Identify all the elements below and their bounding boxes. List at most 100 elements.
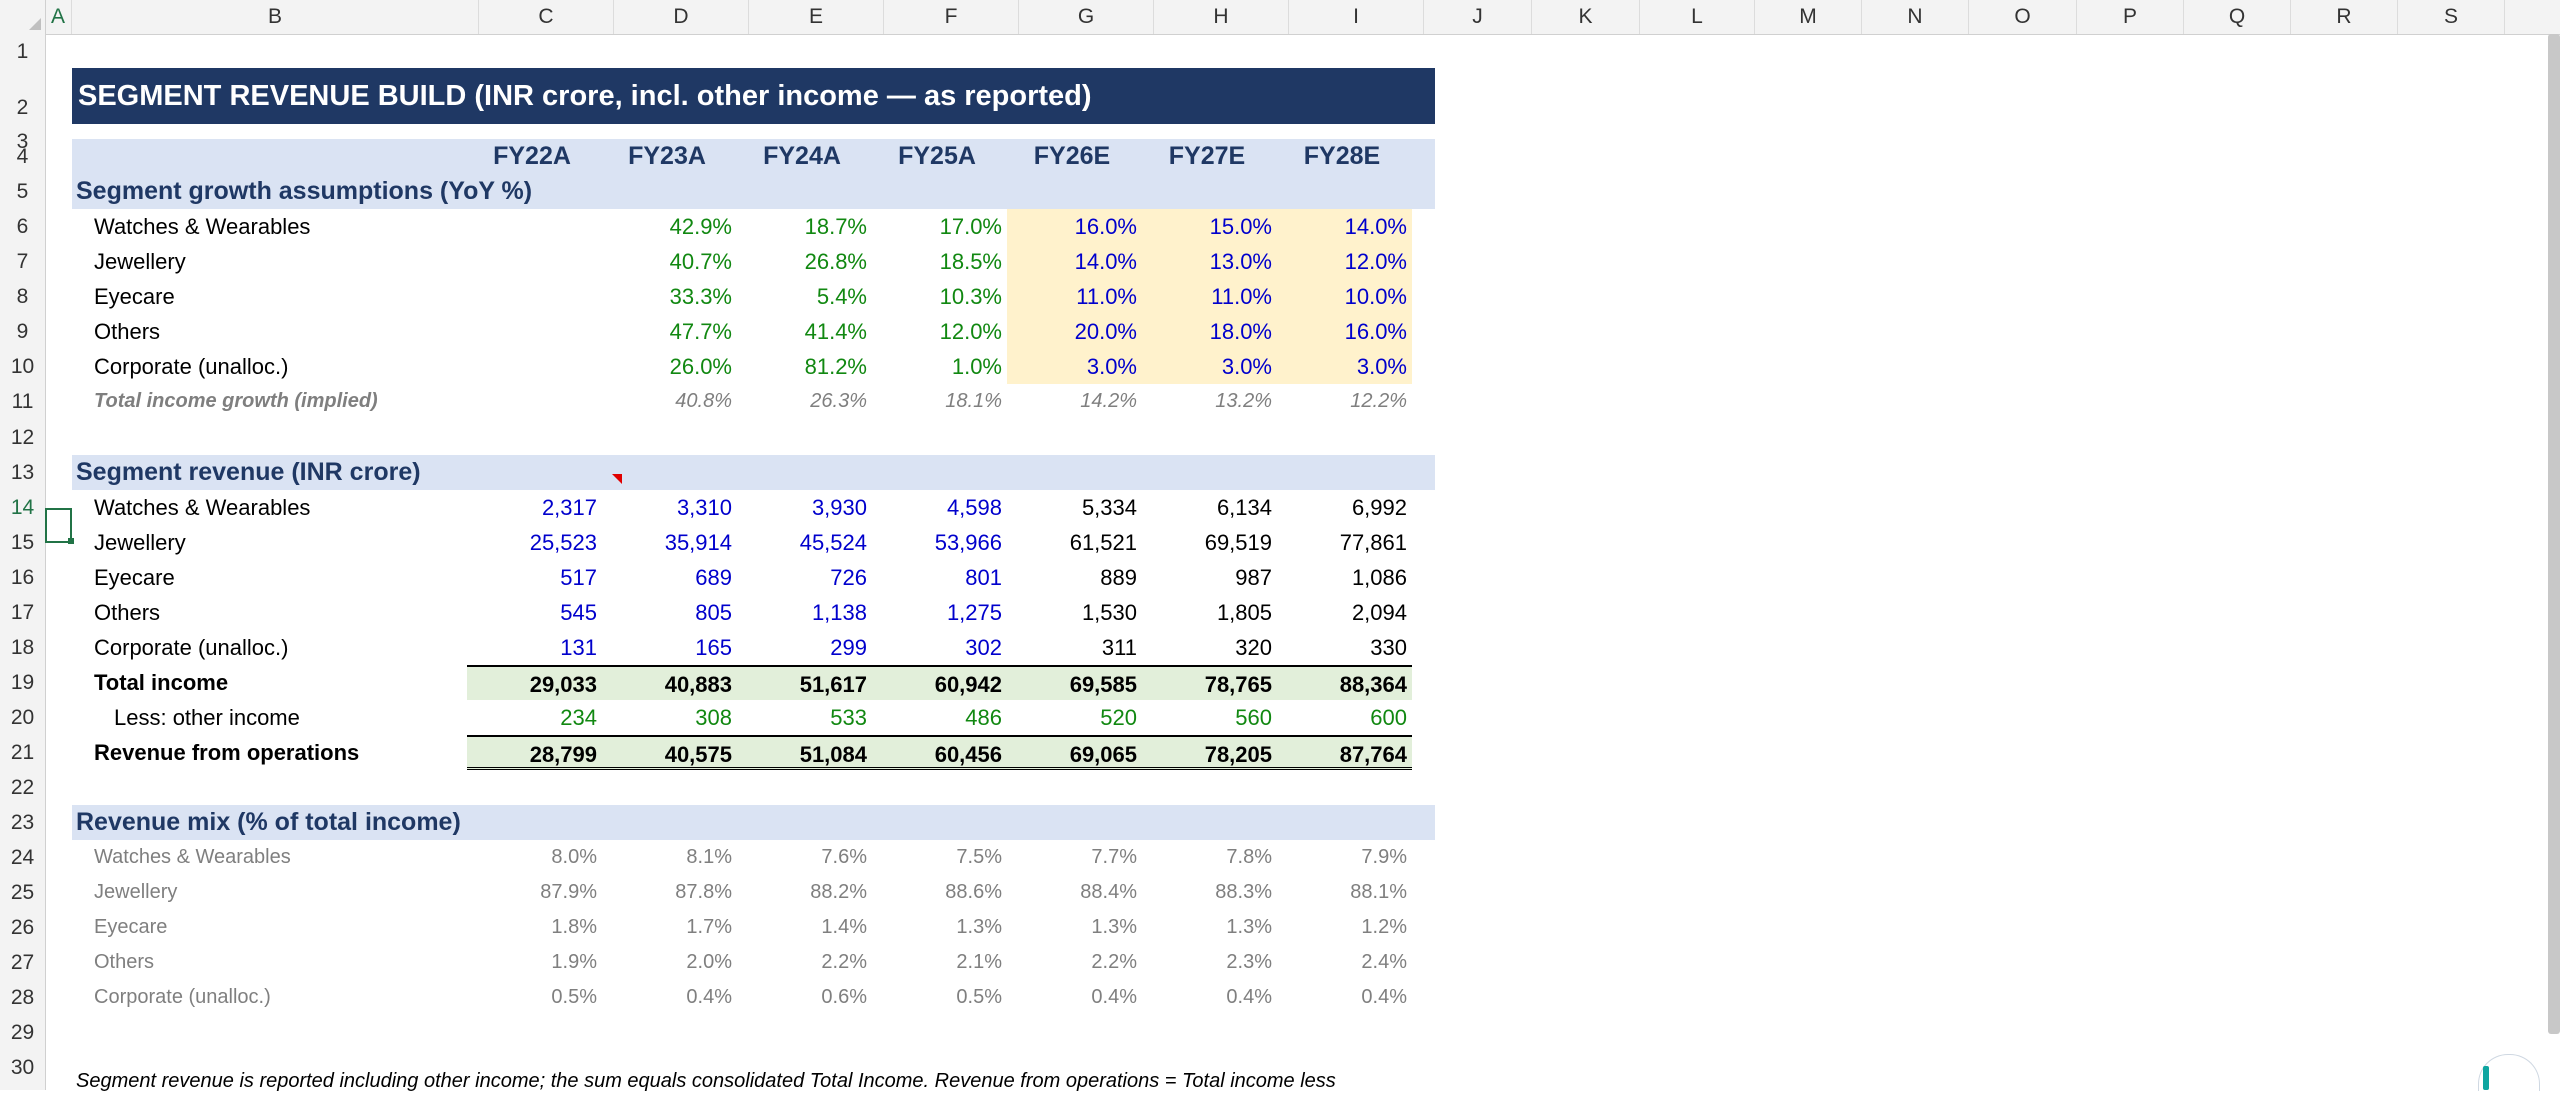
- column-header[interactable]: N: [1862, 0, 1969, 34]
- data-cell[interactable]: 560: [1235, 705, 1272, 730]
- data-cell[interactable]: 8.1%: [686, 846, 732, 868]
- data-cell[interactable]: 0.4%: [686, 986, 732, 1008]
- row-header[interactable]: 20: [10, 706, 35, 729]
- row-label[interactable]: Corporate (unalloc.): [94, 986, 271, 1008]
- data-cell[interactable]: 5.4%: [816, 284, 867, 309]
- data-cell[interactable]: 3,310: [676, 495, 732, 520]
- data-cell[interactable]: 69,065: [1007, 735, 1142, 770]
- row-label[interactable]: Watches & Wearables: [94, 495, 311, 520]
- data-cell[interactable]: 14.0%: [1277, 209, 1412, 244]
- data-cell[interactable]: [467, 244, 602, 279]
- data-cell[interactable]: 7.8%: [1226, 846, 1272, 868]
- row-label[interactable]: Jewellery: [94, 881, 178, 903]
- data-cell[interactable]: 12.2%: [1350, 390, 1407, 412]
- data-cell[interactable]: 7.9%: [1361, 846, 1407, 868]
- data-cell[interactable]: 6,992: [1351, 495, 1407, 520]
- row-label[interactable]: Jewellery: [94, 249, 186, 274]
- column-header[interactable]: C: [479, 0, 614, 34]
- data-cell[interactable]: 51,084: [737, 735, 872, 770]
- data-cell[interactable]: 42.9%: [669, 214, 732, 239]
- data-cell[interactable]: 40.7%: [669, 249, 732, 274]
- row-label[interactable]: Revenue from operations: [94, 740, 360, 765]
- data-cell[interactable]: 53,966: [934, 530, 1002, 555]
- row-header[interactable]: 10: [10, 355, 35, 378]
- data-cell[interactable]: 77,861: [1339, 530, 1407, 555]
- column-header[interactable]: Q: [2184, 0, 2291, 34]
- row-header[interactable]: 1: [16, 40, 29, 63]
- vertical-scrollbar[interactable]: [2548, 34, 2560, 1034]
- column-header[interactable]: P: [2077, 0, 2184, 34]
- row-header[interactable]: 16: [10, 566, 35, 589]
- data-cell[interactable]: 78,765: [1142, 665, 1277, 700]
- data-cell[interactable]: 533: [830, 705, 867, 730]
- row-header[interactable]: 6: [16, 215, 29, 238]
- row-header[interactable]: 27: [10, 951, 35, 974]
- data-cell[interactable]: 88.2%: [810, 881, 867, 903]
- data-cell[interactable]: 12.0%: [939, 319, 1002, 344]
- data-cell[interactable]: 11.0%: [1007, 279, 1142, 314]
- column-header[interactable]: S: [2398, 0, 2505, 34]
- data-cell[interactable]: 1.9%: [551, 951, 597, 973]
- data-cell[interactable]: 1.3%: [956, 916, 1002, 938]
- column-header[interactable]: E: [749, 0, 884, 34]
- column-header[interactable]: L: [1640, 0, 1755, 34]
- data-cell[interactable]: 10.3%: [939, 284, 1002, 309]
- data-cell[interactable]: 302: [965, 635, 1002, 660]
- data-cell[interactable]: 87.9%: [540, 881, 597, 903]
- row-label[interactable]: Eyecare: [94, 916, 168, 938]
- column-header[interactable]: M: [1755, 0, 1862, 34]
- data-cell[interactable]: 7.6%: [821, 846, 867, 868]
- data-cell[interactable]: [467, 314, 602, 349]
- column-header[interactable]: I: [1289, 0, 1424, 34]
- data-cell[interactable]: 2.4%: [1361, 951, 1407, 973]
- row-header[interactable]: 12: [10, 426, 35, 449]
- data-cell[interactable]: 545: [560, 600, 597, 625]
- data-cell[interactable]: 29,033: [467, 665, 602, 700]
- data-cell[interactable]: 88.1%: [1350, 881, 1407, 903]
- data-cell[interactable]: 88.3%: [1215, 881, 1272, 903]
- data-cell[interactable]: 6,134: [1216, 495, 1272, 520]
- data-cell[interactable]: 2.2%: [1091, 951, 1137, 973]
- data-cell[interactable]: 689: [695, 565, 732, 590]
- column-header[interactable]: G: [1019, 0, 1154, 34]
- data-cell[interactable]: 0.4%: [1361, 986, 1407, 1008]
- data-cell[interactable]: 69,519: [1204, 530, 1272, 555]
- data-cell[interactable]: 5,334: [1081, 495, 1137, 520]
- data-cell[interactable]: 1,086: [1351, 565, 1407, 590]
- data-cell[interactable]: 81.2%: [804, 354, 867, 379]
- data-cell[interactable]: 18.1%: [945, 390, 1002, 412]
- row-header[interactable]: 25: [10, 881, 35, 904]
- data-cell[interactable]: 2.3%: [1226, 951, 1272, 973]
- data-cell[interactable]: 3,930: [811, 495, 867, 520]
- data-cell[interactable]: 2.1%: [956, 951, 1002, 973]
- data-cell[interactable]: 13.2%: [1215, 390, 1272, 412]
- data-cell[interactable]: 25,523: [529, 530, 597, 555]
- column-header[interactable]: F: [884, 0, 1019, 34]
- data-cell[interactable]: 18.0%: [1142, 314, 1277, 349]
- data-cell[interactable]: 1.2%: [1361, 916, 1407, 938]
- data-cell[interactable]: 12.0%: [1277, 244, 1412, 279]
- data-cell[interactable]: 45,524: [799, 530, 867, 555]
- data-cell[interactable]: 35,914: [664, 530, 732, 555]
- data-cell[interactable]: 0.4%: [1091, 986, 1137, 1008]
- column-header[interactable]: A: [45, 0, 72, 34]
- data-cell[interactable]: 8.0%: [551, 846, 597, 868]
- data-cell[interactable]: 308: [695, 705, 732, 730]
- row-header[interactable]: 19: [10, 671, 35, 694]
- row-header[interactable]: 29: [10, 1021, 35, 1044]
- column-header[interactable]: K: [1532, 0, 1640, 34]
- data-cell[interactable]: 33.3%: [669, 284, 732, 309]
- data-cell[interactable]: 486: [965, 705, 1002, 730]
- row-header[interactable]: 7: [16, 250, 29, 273]
- data-cell[interactable]: [467, 384, 602, 419]
- data-cell[interactable]: 1.7%: [686, 916, 732, 938]
- data-cell[interactable]: 0.6%: [821, 986, 867, 1008]
- data-cell[interactable]: [467, 209, 602, 244]
- row-header[interactable]: 26: [10, 916, 35, 939]
- data-cell[interactable]: 28,799: [467, 735, 602, 770]
- data-cell[interactable]: 311: [1101, 635, 1137, 660]
- data-cell[interactable]: 88.4%: [1080, 881, 1137, 903]
- row-label[interactable]: Total income: [94, 670, 229, 695]
- data-cell[interactable]: 13.0%: [1142, 244, 1277, 279]
- row-label[interactable]: Watches & Wearables: [94, 214, 311, 239]
